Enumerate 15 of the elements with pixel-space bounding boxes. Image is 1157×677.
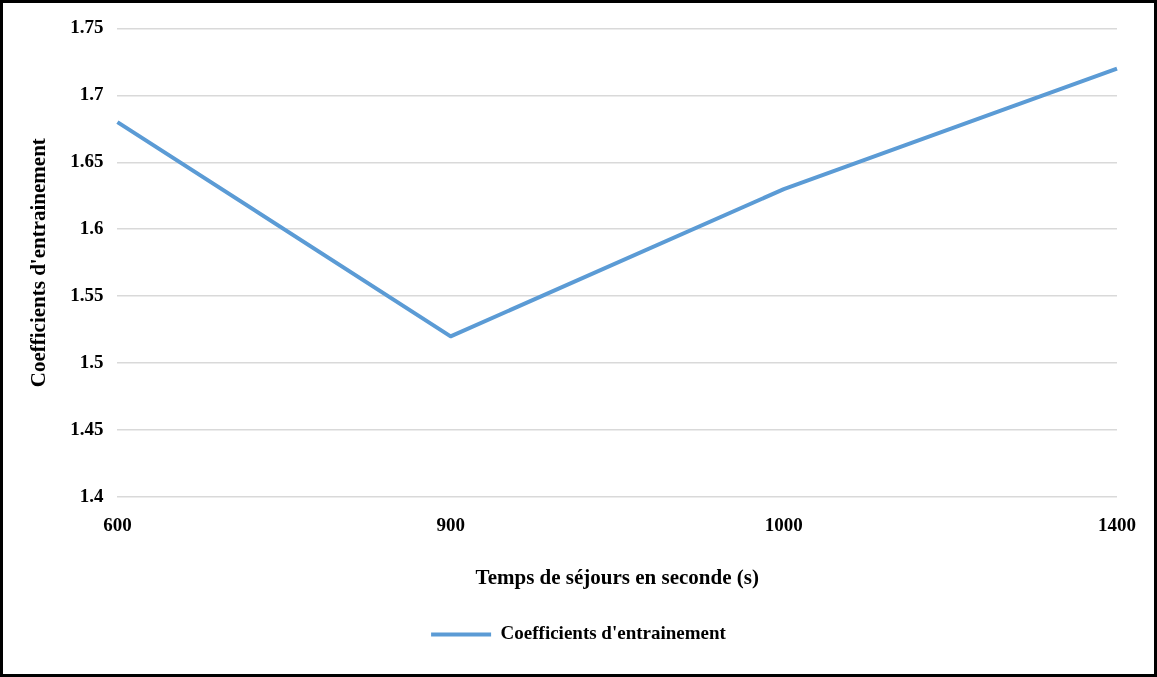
y-axis-title: Coefficients d'entrainement bbox=[26, 138, 51, 388]
y-tick-label: 1.4 bbox=[79, 484, 104, 506]
y-tick-label: 1.55 bbox=[70, 284, 104, 306]
legend-label: Coefficients d'entrainement bbox=[500, 622, 727, 644]
x-tick-label: 600 bbox=[103, 514, 132, 536]
x-tick-label: 1000 bbox=[764, 514, 803, 536]
x-axis-title: Temps de séjours en seconde (s) bbox=[475, 564, 759, 589]
y-tick-label: 1.7 bbox=[79, 83, 104, 105]
y-tick-label: 1.65 bbox=[70, 150, 104, 172]
y-tick-label: 1.45 bbox=[70, 417, 104, 439]
y-tick-label: 1.6 bbox=[79, 217, 104, 239]
x-tick-label: 900 bbox=[436, 514, 465, 536]
x-tick-label: 1400 bbox=[1098, 514, 1136, 536]
y-tick-label: 1.75 bbox=[70, 16, 104, 38]
y-tick-label: 1.5 bbox=[79, 351, 104, 373]
